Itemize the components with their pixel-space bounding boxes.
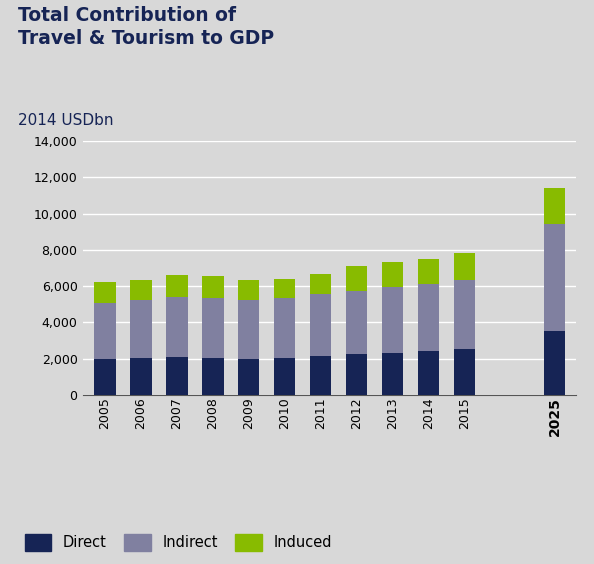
Bar [346,266,368,290]
Bar [274,298,295,358]
Bar [310,356,331,395]
Bar [130,358,151,395]
Bar [238,300,260,359]
Bar [94,303,116,359]
Bar [310,294,331,356]
Bar [544,332,565,395]
Legend: Direct, Indirect, Induced: Direct, Indirect, Induced [25,534,331,551]
Text: Total Contribution of
Travel & Tourism to GDP: Total Contribution of Travel & Tourism t… [18,6,274,48]
Bar [382,287,403,353]
Bar [166,275,188,297]
Bar [274,358,295,395]
Bar [346,354,368,395]
Bar [130,280,151,299]
Bar [346,290,368,354]
Bar [166,357,188,395]
Bar [94,359,116,395]
Bar [382,262,403,287]
Bar [418,351,440,395]
Bar [94,283,116,303]
Bar [238,280,260,300]
Bar [310,274,331,294]
Bar [544,188,565,224]
Text: 2014 USDbn: 2014 USDbn [18,113,113,128]
Bar [202,298,223,358]
Bar [166,297,188,357]
Bar [418,259,440,284]
Bar [202,358,223,395]
Bar [202,276,223,298]
Bar [130,299,151,358]
Bar [274,279,295,298]
Bar [454,350,475,395]
Bar [418,284,440,351]
Bar [454,253,475,280]
Bar [544,224,565,332]
Bar [382,353,403,395]
Bar [454,280,475,350]
Bar [238,359,260,395]
